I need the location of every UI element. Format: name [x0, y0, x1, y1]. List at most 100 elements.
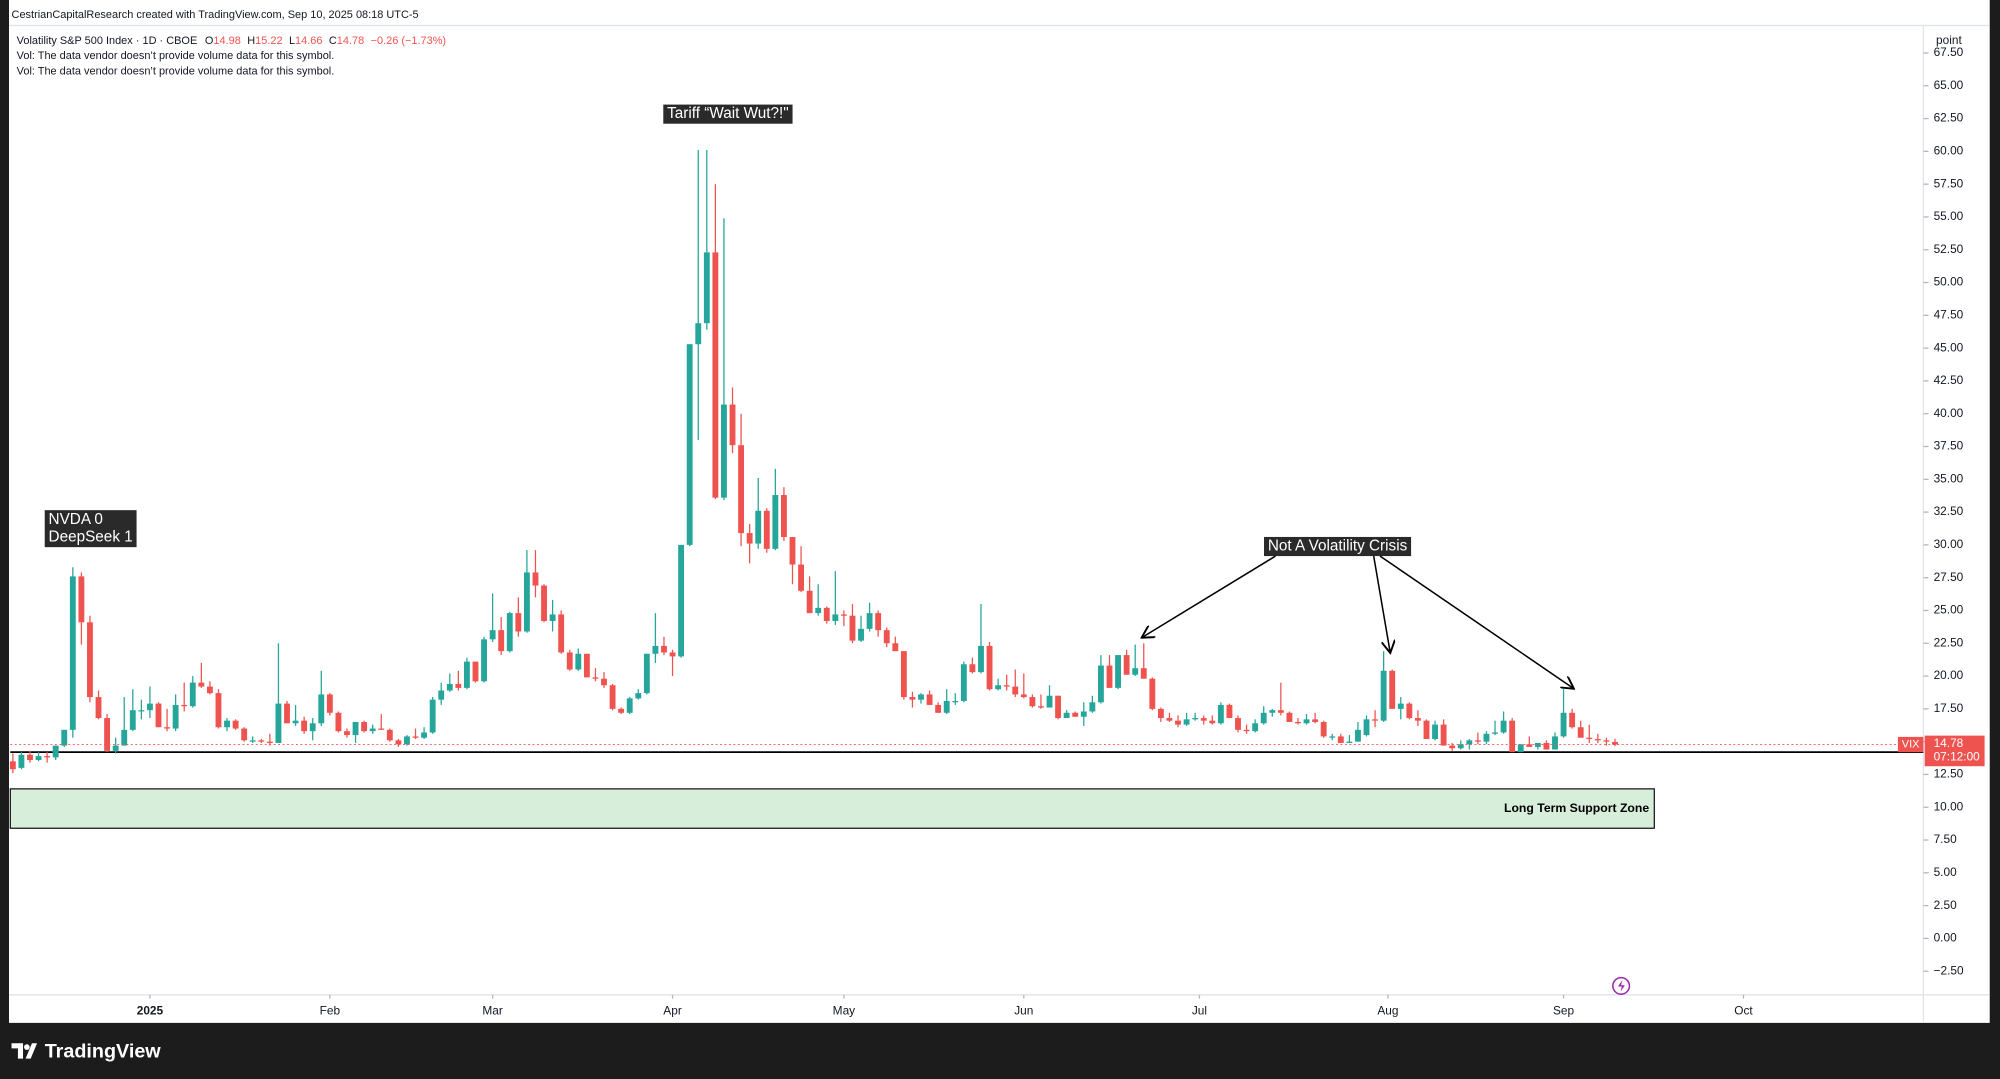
candle-body: [1295, 721, 1301, 724]
candle-body: [1543, 742, 1550, 750]
candle-body: [601, 678, 607, 686]
logo-dot: [24, 1044, 30, 1050]
logo-mark: [11, 1043, 38, 1059]
y-tick-label: 42.50: [1934, 373, 1964, 387]
candle-body: [1569, 712, 1576, 728]
candle-body: [935, 704, 942, 713]
candle-body: [1140, 668, 1147, 679]
candle-body: [232, 720, 239, 729]
candle-body: [52, 745, 59, 758]
close-value: 14.78: [337, 35, 364, 47]
y-tick-label: 40.00: [1934, 406, 1964, 420]
candle-body: [883, 630, 890, 644]
candle-body: [198, 682, 205, 687]
candle-body: [1020, 694, 1027, 698]
y-tick-label: 10.00: [1934, 799, 1964, 813]
candle-body: [1252, 723, 1259, 732]
candle-body: [558, 614, 565, 653]
candle-body: [738, 445, 745, 534]
candle-body: [575, 653, 582, 670]
y-tick-label: 35.00: [1934, 471, 1964, 485]
candle-body: [498, 630, 505, 652]
candle-body: [858, 628, 864, 641]
candle-body: [592, 677, 599, 679]
candle-body: [1380, 670, 1387, 721]
candle-body: [352, 721, 359, 736]
annotation-box: [663, 104, 793, 124]
candle-body: [780, 495, 787, 538]
candle-body: [146, 703, 153, 711]
plot: −2.500.002.505.007.5010.0012.5015.0017.5…: [9, 45, 1985, 1018]
candle-body: [969, 664, 976, 673]
candle-body: [849, 615, 856, 641]
candle-body: [1089, 702, 1096, 712]
candle-body: [95, 697, 102, 719]
candle-body: [1406, 703, 1413, 719]
annotation-text: NVDA 0: [49, 511, 103, 528]
candle-body: [960, 664, 967, 701]
candle-body: [129, 710, 136, 730]
candle-body: [378, 728, 385, 730]
candle-body: [626, 698, 633, 713]
candle-body: [1449, 745, 1456, 749]
candle-body: [1063, 712, 1070, 719]
candle-body: [1389, 670, 1396, 709]
candle-body: [1200, 718, 1207, 721]
candle-body: [1157, 708, 1164, 719]
candle-body: [1594, 739, 1601, 741]
candle-body: [1423, 720, 1430, 740]
candle-body: [635, 693, 642, 699]
candle-body: [866, 613, 873, 629]
candle-body: [1183, 719, 1190, 725]
lightning-icon[interactable]: [1612, 976, 1631, 995]
support-zone: [9, 788, 1655, 829]
candle-body: [909, 697, 916, 700]
candle-body: [489, 630, 496, 640]
candle-body: [1226, 704, 1233, 719]
candle-body: [266, 741, 273, 743]
candle-body: [1269, 710, 1276, 713]
y-tick-label: 2.50: [1934, 898, 1957, 912]
candle-body: [1329, 736, 1336, 738]
x-tick-label: Aug: [1377, 1004, 1398, 1018]
candle-body: [27, 754, 33, 761]
candle-body: [943, 700, 950, 713]
candle-body: [35, 756, 42, 761]
candle-body: [566, 652, 573, 670]
candle-body: [61, 729, 68, 746]
annotation-text: Not A Volatility Crisis: [1268, 538, 1408, 555]
candle-body: [1192, 718, 1199, 720]
candle-body: [395, 740, 402, 745]
candle-body: [1466, 740, 1473, 745]
candle-body: [952, 700, 959, 703]
candle-body: [686, 344, 693, 545]
candle-body: [712, 252, 719, 498]
candle-body: [523, 572, 530, 632]
x-tick-label: Feb: [320, 1004, 341, 1018]
candle-body: [1577, 727, 1584, 738]
candle-body: [1166, 718, 1173, 721]
low-label: L: [289, 35, 295, 47]
candle-body: [840, 614, 847, 616]
candle-body: [986, 645, 993, 690]
y-tick-label: 32.50: [1934, 504, 1964, 518]
x-tick-label: Oct: [1734, 1004, 1753, 1018]
candle-body: [121, 729, 128, 746]
annotation-arrow: [1142, 555, 1276, 638]
candle-body: [1055, 695, 1062, 719]
candle-body: [1115, 655, 1121, 688]
change: −0.26 (−1.73%): [371, 35, 447, 47]
x-tick-label: Apr: [663, 1004, 682, 1018]
candle-body: [326, 694, 333, 713]
candle-body: [1046, 695, 1053, 708]
candle-body: [206, 686, 213, 694]
close-label: C: [329, 35, 337, 47]
candle-body: [104, 718, 111, 751]
candle-body: [798, 564, 804, 591]
candle-body: [412, 736, 419, 738]
candle-body: [618, 708, 625, 713]
candle-body: [78, 576, 85, 623]
candle-body: [189, 682, 196, 707]
candle-body: [609, 685, 616, 709]
candle-body: [44, 756, 51, 758]
